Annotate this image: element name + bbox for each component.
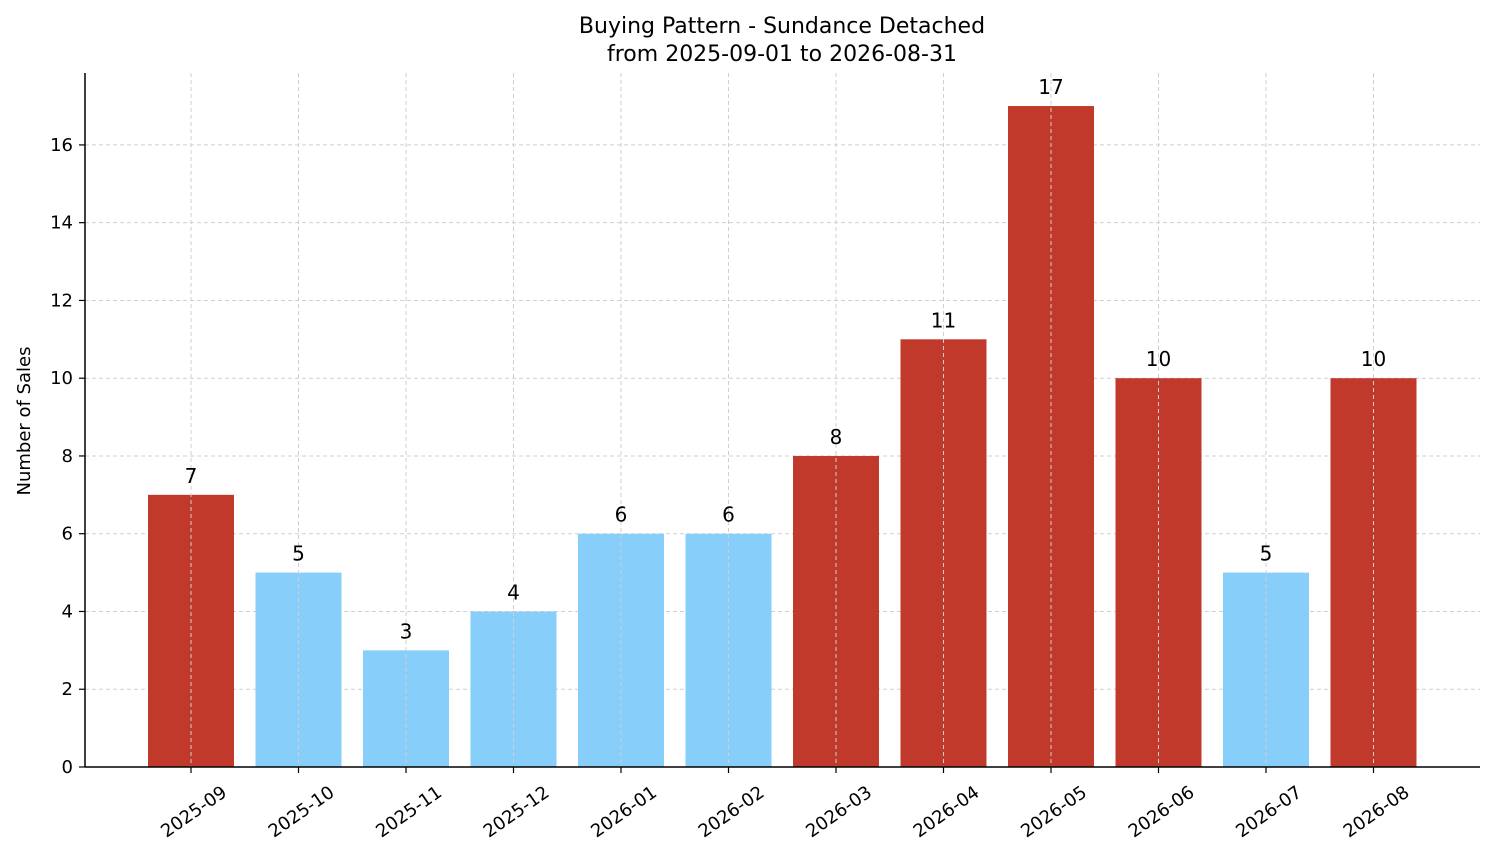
x-tick-label: 2026-05 [1017,782,1091,842]
y-tick-label: 12 [50,290,73,311]
x-tick-label: 2025-10 [265,782,339,842]
x-tick-label: 2026-07 [1232,782,1306,842]
chart-subtitle: from 2025-09-01 to 2026-08-31 [607,42,957,67]
x-tick-label: 2026-02 [695,782,769,842]
data-label: 6 [615,503,628,527]
x-tick-label: 2026-06 [1125,782,1199,842]
data-label: 5 [1260,542,1273,566]
data-label: 3 [400,619,413,643]
data-label: 8 [830,425,843,449]
x-tick-label: 2026-08 [1340,782,1414,842]
y-tick-label: 14 [50,213,73,234]
x-tick-label: 2026-04 [910,782,984,842]
data-label: 11 [931,308,956,332]
data-label: 5 [292,542,305,566]
y-tick-label: 2 [62,679,73,700]
data-label-layer: 7 5 3 4 6 6 8 11 17 10 5 10 [185,75,1387,643]
x-tick-label: 2026-01 [587,782,661,842]
y-tick-label: 16 [50,135,73,156]
bar-layer [148,73,1417,768]
y-tick-label: 6 [62,524,73,545]
data-label: 10 [1361,347,1386,371]
bar-2025-11 [363,650,449,767]
y-tick-label: 4 [62,601,73,622]
bar-2025-09 [148,494,234,767]
data-label: 4 [507,580,520,604]
x-tick-label: 2025-12 [480,782,554,842]
y-axis-label: Number of Sales [14,346,35,495]
data-label: 10 [1146,347,1171,371]
y-tick-label: 0 [62,757,73,778]
chart-title: Buying Pattern - Sundance Detached [579,14,985,39]
bar-2026-05 [1008,106,1094,768]
y-tick-label: 8 [62,446,73,467]
data-label: 7 [185,464,198,488]
data-label: 17 [1038,75,1063,99]
data-label: 6 [722,503,735,527]
x-tick-label: 2026-03 [802,782,876,842]
y-tick-label: 10 [50,368,73,389]
x-tick-label: 2025-09 [157,782,231,842]
x-tick-label: 2025-11 [372,782,446,842]
